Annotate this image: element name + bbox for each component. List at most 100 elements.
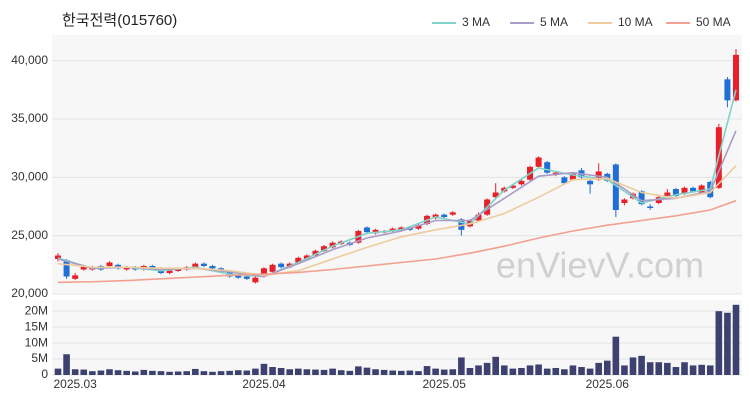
volume-bar (406, 370, 414, 375)
volume-bar (346, 370, 354, 375)
volume-bar (655, 362, 663, 375)
candle-body (312, 250, 319, 256)
ma-line (57, 199, 737, 284)
volume-bar (672, 367, 680, 375)
volume-tick-label: 20M (25, 303, 48, 317)
volume-bar (681, 362, 688, 375)
candle-body (278, 263, 285, 268)
candle-body (672, 189, 679, 196)
y-tick-label: 30,000 (11, 170, 48, 184)
volume-bar (71, 369, 79, 375)
candle-body (166, 270, 173, 273)
candle-body (80, 266, 87, 270)
candle-body (509, 185, 516, 188)
volume-bar (732, 304, 740, 375)
volume-bar (337, 370, 345, 375)
volume-bar (715, 311, 723, 375)
volume-bar (295, 368, 302, 375)
candle-body (372, 229, 379, 234)
volume-bar (603, 360, 611, 375)
volume-bar (312, 369, 319, 375)
candle-body (175, 269, 182, 271)
volume-bar (372, 369, 379, 375)
candle-body (260, 268, 267, 277)
y-tick-label: 20,000 (11, 286, 48, 300)
x-tick-label: 2025.04 (242, 377, 286, 391)
candle-body (235, 275, 242, 278)
volume-bar (449, 369, 457, 375)
volume-bar (123, 370, 130, 375)
y-tick-label: 35,000 (11, 111, 48, 125)
candle-body (544, 162, 551, 173)
volume-bar (234, 370, 242, 375)
volume-bar (397, 370, 405, 375)
volume-bar (89, 371, 96, 375)
candle-body (569, 173, 576, 180)
candle-body (303, 255, 310, 259)
candle-body (72, 275, 79, 279)
y-tick-label: 40,000 (11, 53, 48, 67)
x-tick-label: 2025.03 (53, 377, 97, 391)
volume-bar (200, 371, 208, 375)
volume-bar (638, 355, 645, 375)
volume-bar (535, 364, 542, 375)
candle-body (123, 267, 130, 270)
volume-bar (415, 371, 422, 375)
volume-bar (543, 368, 551, 375)
candle-body (389, 228, 396, 231)
chart-title: 한국전력(015760) (62, 12, 177, 29)
candle-body (724, 79, 731, 101)
volume-bar (526, 365, 534, 375)
candle-body (269, 264, 276, 272)
volume-bar (629, 357, 637, 375)
volume-tick-label: 5M (31, 351, 48, 365)
volume-tick-label: 10M (25, 335, 48, 349)
x-tick-label: 2025.05 (423, 377, 467, 391)
candle-body (458, 219, 465, 230)
candle-body (441, 214, 448, 217)
candle-body (149, 266, 156, 269)
volume-bar (355, 366, 362, 375)
x-tick-label: 2025.06 (586, 377, 630, 391)
volume-tick-label: 0 (41, 367, 48, 381)
volume-bar (329, 368, 336, 375)
volume-bar (286, 369, 294, 375)
volume-bar (363, 367, 371, 375)
volume-bar (140, 369, 148, 375)
candle-body (243, 276, 250, 279)
y-tick-label: 25,000 (11, 228, 48, 242)
candle-body (55, 255, 61, 259)
volume-tick-label: 15M (25, 319, 48, 333)
volume-bar (149, 370, 156, 375)
volume-bar (252, 368, 259, 375)
volume-bar (80, 369, 88, 375)
volume-bar (97, 370, 105, 375)
volume-bar (458, 357, 465, 375)
volume-bar (698, 364, 705, 375)
volume-bar (106, 369, 113, 375)
candle-body (295, 257, 302, 263)
volume-bar (157, 371, 165, 375)
volume-bar (269, 367, 276, 375)
candle-body (398, 227, 405, 230)
candle-body (630, 193, 637, 199)
volume-bar (183, 371, 191, 375)
volume-bar (552, 367, 560, 375)
candle-body (321, 246, 328, 251)
candle-body (363, 227, 370, 233)
candle-body (329, 242, 336, 248)
volume-bar (260, 363, 268, 375)
volume-bar (320, 369, 328, 375)
volume-bar (303, 369, 311, 375)
volume-bar (209, 371, 216, 375)
candle-body (612, 164, 619, 210)
candle-body (449, 212, 456, 215)
ma-line (57, 165, 737, 277)
volume-bar (432, 368, 439, 375)
volume-bar (621, 365, 628, 375)
candle-body (518, 180, 525, 185)
candle-body (200, 263, 207, 266)
volume-bar (569, 365, 577, 375)
